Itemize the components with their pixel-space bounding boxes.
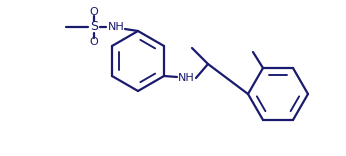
Text: S: S	[90, 20, 98, 34]
Text: NH: NH	[108, 22, 124, 32]
Text: O: O	[90, 37, 98, 47]
Text: O: O	[90, 7, 98, 17]
Text: NH: NH	[177, 73, 194, 83]
